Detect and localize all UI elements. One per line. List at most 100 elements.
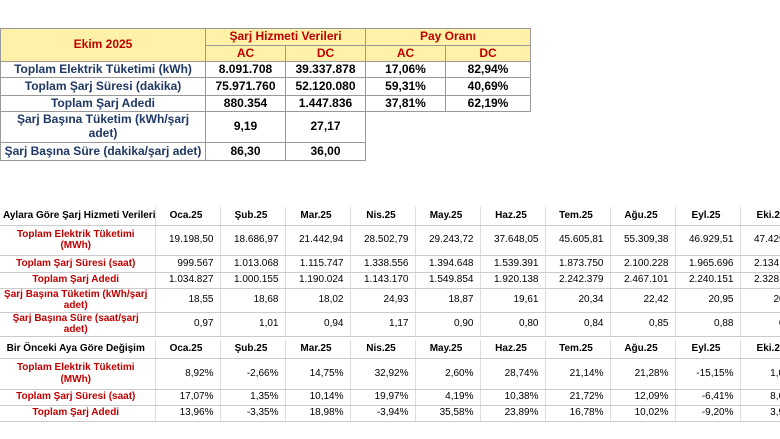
cell: 19.198,50	[155, 225, 221, 256]
column-header: Mar.25	[285, 340, 351, 359]
cell: 47.429,59	[740, 225, 780, 256]
cell: 17,07%	[155, 389, 221, 406]
group-header: Şarj Hizmeti Verileri	[205, 28, 366, 46]
cell: 1,07%	[740, 358, 780, 390]
data-row: Toplam Şarj Adedi 1.034.827 1.000.155 1.190…	[0, 272, 780, 289]
data-row: Toplam Şarj Süresi (saat) 999.567 1.013.06…	[0, 255, 780, 273]
row-label: Toplam Şarj Adedi	[0, 272, 156, 289]
column-header: Eki.25	[740, 340, 780, 359]
cell: 21,72%	[545, 389, 611, 406]
monthly-table: Aylara Göre Şarj Hizmeti Verileri Oca.25 Ş…	[0, 207, 780, 337]
empty-cell	[366, 143, 531, 161]
column-header: Tem.25	[545, 207, 611, 226]
header-row: Ekim 2025 Şarj Hizmeti Verileri Pay Oranı	[0, 28, 531, 62]
cell: 880.354	[205, 95, 286, 112]
cell: 1,17	[350, 312, 416, 337]
cell: 18,02	[285, 288, 351, 313]
cell: 1.549.854	[415, 272, 481, 289]
cell: 14,75%	[285, 358, 351, 390]
cell: 1.143.170	[350, 272, 416, 289]
cell: 62,19%	[445, 95, 531, 112]
cell: 75.971.760	[205, 77, 286, 96]
group-header: Pay Oranı	[365, 28, 531, 46]
cell: 1.447.836	[285, 95, 366, 112]
cell: 2,60%	[415, 358, 481, 390]
cell: 3,93%	[740, 405, 780, 422]
summary-table: Ekim 2025 Şarj Hizmeti Verileri Pay Oranı A…	[0, 28, 531, 161]
cell: 1.115.747	[285, 255, 351, 273]
data-row: Şarj Başına Süre (dakika/şarj adet) 86,30…	[0, 142, 531, 161]
row-label: Şarj Başına Tüketim (kWh/şarj adet)	[0, 111, 206, 143]
cell: 24,93	[350, 288, 416, 313]
cell: 82,94%	[445, 61, 531, 78]
cell: 32,92%	[350, 358, 416, 390]
cell: 18.686,97	[220, 225, 286, 256]
cell: 8.091.708	[205, 61, 286, 78]
data-row: Toplam Elektrik Tüketimi (kWh) 8.091.708 3…	[0, 61, 531, 78]
column-header: Aylara Göre Şarj Hizmeti Verileri	[0, 207, 156, 226]
cell: 4,19%	[415, 389, 481, 406]
column-header: Oca.25	[155, 340, 221, 359]
cell: 0,80	[480, 312, 546, 337]
cell: 52.120.080	[285, 77, 366, 96]
cell: -2,66%	[220, 358, 286, 390]
cell: 0,92	[740, 312, 780, 337]
row-label: Toplam Şarj Süresi (saat)	[0, 255, 156, 273]
row-label: Toplam Şarj Adedi	[0, 95, 206, 112]
column-header: Ağu.25	[610, 207, 676, 226]
cell: 46.929,51	[675, 225, 741, 256]
column-header: Eyl.25	[675, 207, 741, 226]
cell: 2.242.379	[545, 272, 611, 289]
data-row: Şarj Başına Tüketim (kWh/şarj adet) 9,19 2…	[0, 111, 531, 143]
sub-header: AC	[365, 45, 446, 62]
cell: 1,01	[220, 312, 286, 337]
column-header: Ağu.25	[610, 340, 676, 359]
cell: 59,31%	[365, 77, 446, 96]
cell: 12,09%	[610, 389, 676, 406]
cell: 1.338.556	[350, 255, 416, 273]
header-row: Bir Önceki Aya Göre Değişim Oca.25 Şub.25 M…	[0, 340, 780, 359]
row-label: Toplam Şarj Süresi (saat)	[0, 389, 156, 406]
cell: 28,74%	[480, 358, 546, 390]
data-row: Şarj Başına Tüketim (kWh/şarj adet) 18,55…	[0, 288, 780, 313]
cell: 2.240.151	[675, 272, 741, 289]
row-label: Şarj Başına Süre (saat/şarj adet)	[0, 312, 156, 337]
cell: 2.328.190	[740, 272, 780, 289]
cell: 9,19	[205, 111, 286, 143]
cell: 22,42	[610, 288, 676, 313]
cell: 21,14%	[545, 358, 611, 390]
cell: 10,14%	[285, 389, 351, 406]
cell: -6,41%	[675, 389, 741, 406]
sub-header: DC	[285, 45, 366, 62]
cell: 0,90	[415, 312, 481, 337]
cell: 55.309,38	[610, 225, 676, 256]
column-header: May.25	[415, 207, 481, 226]
sub-header: AC	[205, 45, 286, 62]
cell: 40,69%	[445, 77, 531, 96]
column-header: Şub.25	[220, 207, 286, 226]
row-label: Toplam Elektrik Tüketimi (MWh)	[0, 358, 156, 390]
cell: 1.539.391	[480, 255, 546, 273]
data-row: Toplam Şarj Adedi 13,96% -3,35% 18,98% -3,94…	[0, 405, 780, 422]
cell: 1.873.750	[545, 255, 611, 273]
cell: 35,58%	[415, 405, 481, 422]
cell: 20,34	[545, 288, 611, 313]
cell: 86,30	[205, 142, 286, 161]
change-table: Bir Önceki Aya Göre Değişim Oca.25 Şub.25 M…	[0, 340, 780, 422]
cell: -15,15%	[675, 358, 741, 390]
data-row: Toplam Elektrik Tüketimi (MWh) 19.198,50 1…	[0, 225, 780, 256]
column-header: Haz.25	[480, 340, 546, 359]
cell: 17,06%	[365, 61, 446, 78]
cell: 28.502,79	[350, 225, 416, 256]
cell: 19,97%	[350, 389, 416, 406]
cell: 13,96%	[155, 405, 221, 422]
column-header: May.25	[415, 340, 481, 359]
cell: 23,89%	[480, 405, 546, 422]
cell: 1.965.696	[675, 255, 741, 273]
cell: 10,02%	[610, 405, 676, 422]
data-row: Toplam Şarj Süresi (dakika) 75.971.760 52.…	[0, 77, 531, 96]
cell: 18,55	[155, 288, 221, 313]
table-title: Ekim 2025	[0, 28, 206, 62]
cell: 0,85	[610, 312, 676, 337]
cell: -3,94%	[350, 405, 416, 422]
